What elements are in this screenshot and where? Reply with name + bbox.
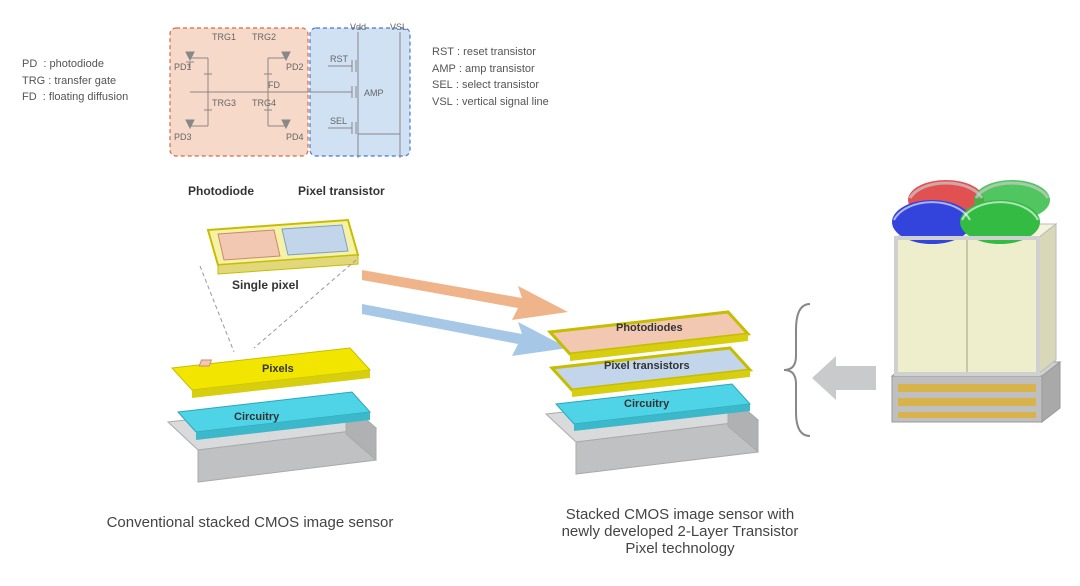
pixels-layer-label: Pixels (262, 363, 294, 375)
label-fd: FD (268, 80, 280, 90)
legend-right: RST : reset transistor AMP : amp transis… (432, 44, 592, 110)
label-pd3: PD3 (174, 132, 192, 142)
photodiodes-label: Photodiodes (616, 322, 683, 334)
circuitry-label-2: Circuitry (624, 398, 669, 410)
label-trg4: TRG4 (252, 98, 276, 108)
label-trg1: TRG1 (212, 32, 236, 42)
label-vdd: Vdd (350, 22, 366, 32)
legend-trg-abbr: TRG (22, 75, 45, 87)
pixel-transistors-label: Pixel transistors (604, 360, 690, 372)
legend-vsl-abbr: VSL (432, 96, 453, 108)
label-rst: RST (330, 54, 349, 64)
new-stack (516, 292, 786, 482)
circuitry-layer-label: Circuitry (234, 411, 279, 423)
caption-stacked: Stacked CMOS image sensor with newly dev… (520, 506, 840, 557)
photodiode-block-label: Photodiode (188, 184, 254, 198)
label-pd4: PD4 (286, 132, 304, 142)
label-pd2: PD2 (286, 62, 304, 72)
arrow-gray (812, 356, 876, 400)
caption-conventional: Conventional stacked CMOS image sensor (90, 514, 410, 531)
label-sel: SEL (330, 116, 347, 126)
legend-fd-abbr: FD (22, 91, 37, 103)
legend-pd-abbr: PD (22, 58, 37, 70)
label-trg2: TRG2 (252, 32, 276, 42)
legend-rst-abbr: RST (432, 46, 454, 58)
legend-amp-abbr: AMP (432, 63, 456, 75)
conventional-stack (138, 320, 398, 490)
sensor-3d (872, 150, 1062, 450)
gold-stripes (898, 384, 1036, 418)
legend-sel-abbr: SEL (432, 79, 453, 91)
microlenses (892, 180, 1050, 244)
label-trg3: TRG3 (212, 98, 236, 108)
circuit-schematic: TRG1 TRG2 TRG3 TRG4 PD1 PD2 PD3 PD4 FD R… (168, 18, 418, 178)
label-amp: AMP (364, 88, 384, 98)
pixel-transistor-block-label: Pixel transistor (298, 184, 385, 198)
label-pd1: PD1 (174, 62, 192, 72)
legend-left: PD : photodiode TRG : transfer gate FD :… (22, 56, 162, 106)
label-vsl: VSL (390, 22, 407, 32)
